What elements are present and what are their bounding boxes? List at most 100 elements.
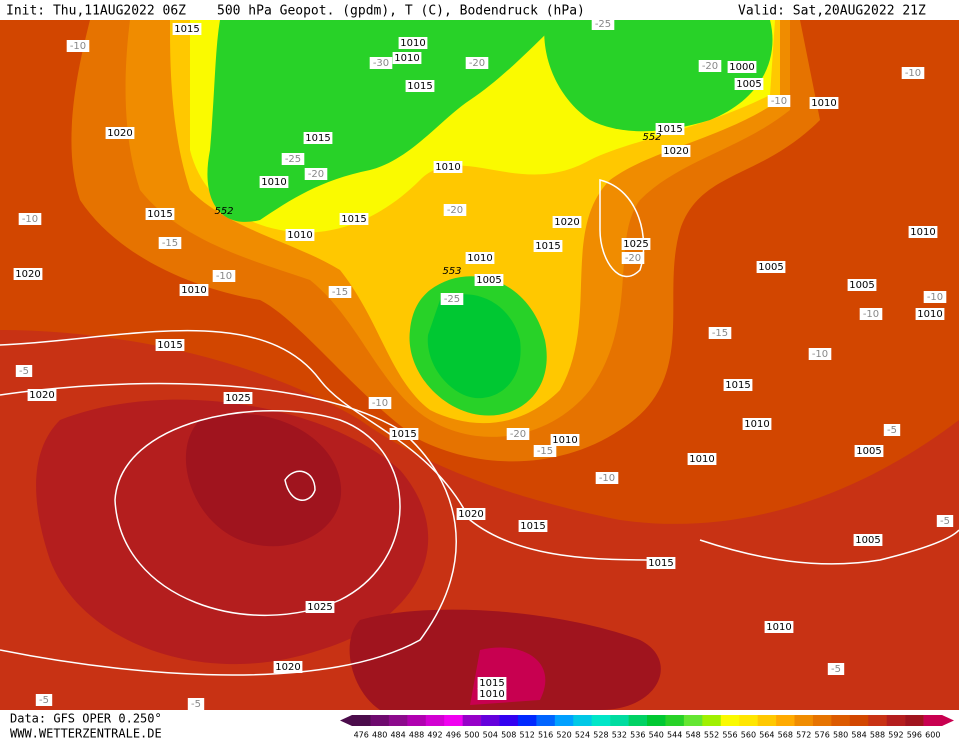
pressure-label: 1020 <box>554 217 579 228</box>
colorbar-swatch <box>444 715 463 726</box>
pressure-label: 1020 <box>15 269 40 280</box>
colorbar-label: 584 <box>851 731 866 740</box>
temperature-label: -10 <box>771 96 787 107</box>
temperature-label: -20 <box>702 61 718 72</box>
pressure-label: 1010 <box>689 454 714 465</box>
label-box <box>727 61 757 73</box>
label-box <box>915 308 945 320</box>
label-box <box>465 252 495 264</box>
colorbar-swatch <box>905 715 924 726</box>
label-box <box>847 279 877 291</box>
temperature-label: -15 <box>162 238 178 249</box>
colorbar-label: 480 <box>372 731 387 740</box>
pressure-label: 1010 <box>394 53 419 64</box>
label-box <box>304 168 328 180</box>
label-box <box>908 226 938 238</box>
header-bar <box>0 0 959 20</box>
pressure-label: 1015 <box>391 429 416 440</box>
label-box <box>923 291 947 303</box>
label-box <box>764 621 794 633</box>
colorbar-label: 516 <box>538 731 553 740</box>
map-title: 500 hPa Geopot. (gpdm), T (C), Bodendruc… <box>217 4 585 19</box>
label-box <box>145 208 175 220</box>
label-box <box>742 418 772 430</box>
temperature-label: -5 <box>831 664 841 675</box>
pressure-label: 1005 <box>855 535 880 546</box>
pressure-label: 1010 <box>479 689 504 700</box>
pressure-label: 1010 <box>552 435 577 446</box>
colorbar-swatch <box>886 715 906 726</box>
colorbar-swatch <box>647 715 666 726</box>
pressure-label: 1015 <box>341 214 366 225</box>
temperature-label: -10 <box>70 41 86 52</box>
colorbar-swatch <box>776 715 795 726</box>
colorbar-label: 576 <box>815 731 830 740</box>
pressure-label: 1020 <box>107 128 132 139</box>
label-box <box>533 445 557 457</box>
colorbar-swatch <box>481 715 500 726</box>
colorbar-label: 548 <box>685 731 700 740</box>
colorbar-label: 552 <box>704 731 719 740</box>
label-box <box>369 57 393 69</box>
label-box <box>456 508 486 520</box>
temperature-label: -15 <box>712 328 728 339</box>
temperature-label: -20 <box>469 58 485 69</box>
temperature-label: -30 <box>373 58 389 69</box>
label-box <box>433 161 463 173</box>
label-box <box>767 95 791 107</box>
temperature-label: -20 <box>625 253 641 264</box>
colorbar-swatch <box>407 715 427 726</box>
label-box <box>223 392 253 404</box>
pressure-label: 552 <box>642 132 661 143</box>
colorbar-label: 504 <box>483 731 498 740</box>
colorbar-label: 492 <box>427 731 442 740</box>
pressure-label: 1015 <box>535 241 560 252</box>
pressure-label: 1020 <box>275 662 300 673</box>
label-box <box>285 229 315 241</box>
label-box <box>339 213 369 225</box>
temperature-label: -20 <box>447 205 463 216</box>
pressure-label: 1000 <box>729 62 754 73</box>
pressure-label: 1020 <box>458 509 483 520</box>
temperature-label: -5 <box>191 699 201 710</box>
label-box <box>591 18 615 30</box>
pressure-label: 1025 <box>623 239 648 250</box>
label-box <box>440 293 464 305</box>
label-box <box>687 453 717 465</box>
pressure-label: 1020 <box>29 390 54 401</box>
colorbar-swatch <box>665 715 685 726</box>
colorbar-label: 532 <box>612 731 627 740</box>
colorbar-swatch <box>849 715 869 726</box>
colorbar-label: 600 <box>925 731 940 740</box>
label-box <box>936 515 954 527</box>
pressure-label: 1015 <box>407 81 432 92</box>
colorbar-label: 568 <box>778 731 793 740</box>
pressure-label: 1010 <box>287 230 312 241</box>
colorbar-label: 496 <box>446 731 461 740</box>
pressure-label: 1010 <box>917 309 942 320</box>
label-box <box>646 557 676 569</box>
pressure-label: 1015 <box>725 380 750 391</box>
label-box <box>550 434 580 446</box>
colorbar-label: 528 <box>593 731 608 740</box>
label-box <box>809 97 839 109</box>
colorbar-label: 476 <box>354 731 369 740</box>
label-box <box>35 694 53 706</box>
label-box <box>398 37 428 49</box>
colorbar-swatch <box>591 715 611 726</box>
pressure-label: 552 <box>214 206 233 217</box>
temperature-label: -10 <box>599 473 615 484</box>
colorbar-label: 488 <box>409 731 424 740</box>
label-box <box>281 153 305 165</box>
label-box <box>187 698 205 710</box>
label-box <box>273 661 303 673</box>
label-box <box>368 397 392 409</box>
label-box <box>405 80 435 92</box>
pressure-label: 1015 <box>174 24 199 35</box>
colorbar-swatch <box>573 715 592 726</box>
label-box <box>15 365 33 377</box>
colorbar-swatch <box>831 715 851 726</box>
colorbar: 476 480 484 488 492 496 500 504 508 512 516 520 524 5… <box>340 715 954 740</box>
valid-time: Valid: Sat,20AUG2022 21Z <box>738 4 926 19</box>
